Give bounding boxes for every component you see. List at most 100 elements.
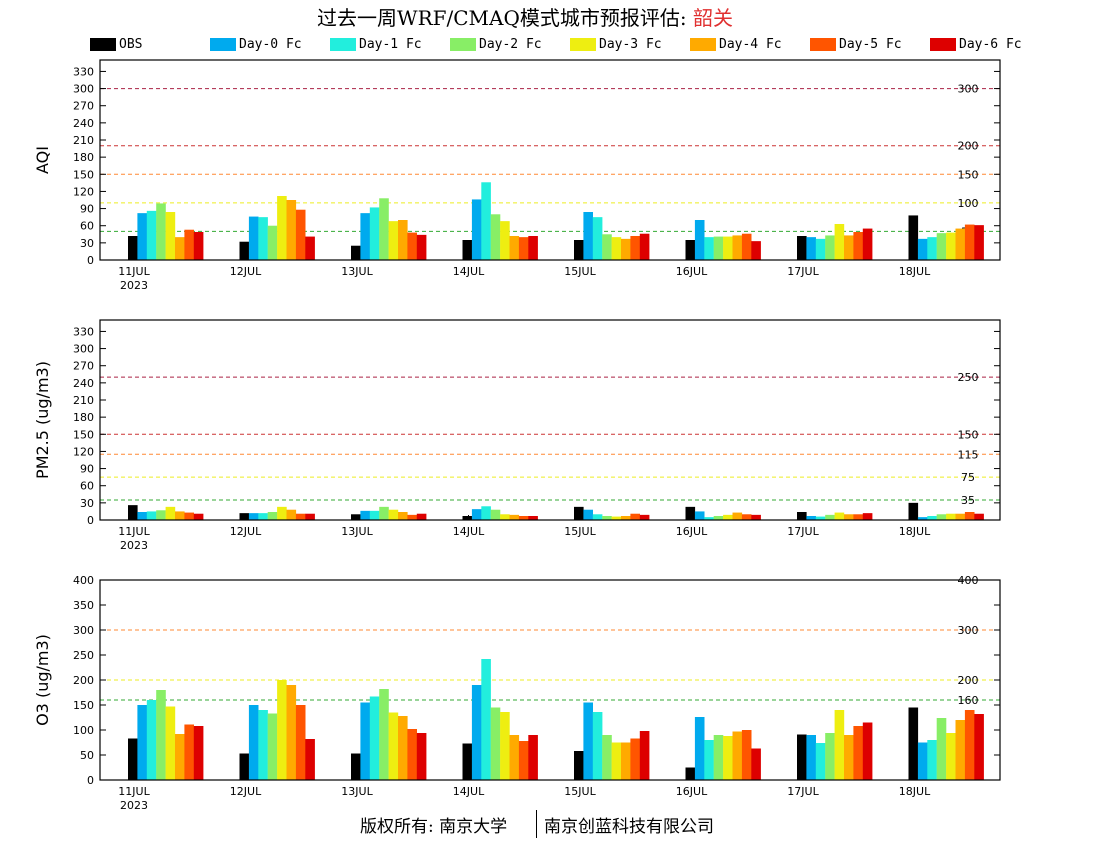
y-tick-label: 120: [73, 445, 94, 458]
bar-day-5-fc: [295, 513, 306, 520]
y-tick-label: 100: [73, 724, 94, 737]
bar-day-0-fc: [806, 735, 816, 780]
bar-day-2-fc: [156, 690, 166, 780]
bar-day-6-fc: [416, 733, 427, 780]
bar-day-4-fc: [509, 735, 520, 780]
city-name: 韶关: [692, 6, 733, 30]
bar-day-3-fc: [611, 237, 622, 260]
bar-day-3-fc: [277, 680, 287, 780]
bar-day-1-fc: [481, 182, 491, 260]
bar-day-2-fc: [825, 235, 835, 260]
bar-day-2-fc: [267, 225, 278, 260]
bar-day-6-fc: [639, 731, 650, 780]
bar-day-1-fc: [258, 710, 268, 780]
x-tick-label: 11JUL: [118, 265, 150, 278]
bar-day-1-fc: [258, 217, 268, 260]
bar-day-1-fc: [815, 743, 826, 780]
bar-obs: [685, 506, 696, 520]
footer: 版权所有: 南京大学 南京创蓝科技有限公司: [0, 810, 1100, 838]
x-tick-label: 14JUL: [453, 265, 485, 278]
bar-day-2-fc: [490, 707, 501, 780]
bar-day-2-fc: [602, 735, 612, 780]
bar-day-1-fc: [146, 210, 157, 260]
bar-day-1-fc: [592, 514, 603, 520]
bar-day-5-fc: [630, 513, 640, 520]
bar-day-5-fc: [964, 512, 975, 520]
bar-day-4-fc: [509, 236, 520, 260]
bar-day-2-fc: [936, 233, 947, 260]
threshold-label: 160: [958, 694, 979, 707]
legend-label: Day-6 Fc: [959, 37, 1022, 52]
company-text: 南京创蓝科技有限公司: [544, 817, 714, 837]
bar-day-3-fc: [946, 232, 956, 260]
y-axis-label: O3 (ug/m3): [33, 634, 52, 726]
y-tick-label: 150: [73, 428, 94, 441]
threshold-label: 150: [958, 168, 979, 181]
bar-day-0-fc: [137, 213, 147, 260]
legend-label: Day-5 Fc: [839, 37, 902, 52]
bar-day-4-fc: [621, 238, 631, 260]
bar-day-5-fc: [407, 729, 417, 780]
bar-day-0-fc: [694, 511, 705, 520]
bar-day-0-fc: [583, 212, 593, 260]
bar-obs: [574, 240, 584, 260]
bar-day-0-fc: [471, 509, 482, 520]
bar-day-5-fc: [741, 514, 752, 520]
bar-day-0-fc: [694, 717, 705, 780]
legend-swatch: [210, 38, 236, 51]
bar-day-6-fc: [528, 735, 538, 780]
y-tick-label: 240: [73, 117, 94, 130]
bar-day-0-fc: [137, 705, 147, 780]
x-tick-label: 17JUL: [787, 785, 819, 798]
bar-day-4-fc: [286, 685, 297, 780]
y-tick-label: 270: [73, 100, 94, 113]
bar-day-1-fc: [258, 513, 268, 520]
bar-day-6-fc: [974, 513, 984, 520]
bar-day-4-fc: [398, 716, 408, 780]
bar-day-6-fc: [639, 514, 650, 520]
bar-day-0-fc: [248, 513, 259, 520]
bar-day-1-fc: [592, 712, 603, 780]
bar-obs: [239, 753, 250, 780]
bar-day-1-fc: [704, 740, 714, 780]
bar-day-4-fc: [398, 220, 408, 260]
legend-swatch: [930, 38, 956, 51]
bar-day-2-fc: [825, 733, 835, 780]
y-axis-label: PM2.5 (ug/m3): [33, 361, 52, 479]
bar-day-3-fc: [388, 712, 399, 780]
bar-obs: [462, 240, 473, 260]
bar-day-1-fc: [815, 516, 826, 520]
bar-day-1-fc: [927, 237, 937, 260]
bar-day-5-fc: [853, 232, 863, 260]
bar-obs: [128, 738, 138, 780]
bar-day-0-fc: [583, 509, 593, 520]
bar-obs: [239, 241, 250, 260]
y-tick-label: 30: [80, 237, 94, 250]
x-tick-label: 11JUL: [118, 525, 150, 538]
bar-day-6-fc: [305, 236, 315, 260]
bar-day-4-fc: [732, 731, 743, 780]
bar-day-3-fc: [946, 733, 956, 780]
y-tick-label: 350: [73, 599, 94, 612]
plot-frame: [99, 319, 1001, 521]
x-tick-label: 15JUL: [564, 265, 596, 278]
legend-label: Day-3 Fc: [599, 37, 662, 52]
bar-day-4-fc: [844, 235, 854, 260]
bar-obs: [351, 514, 361, 520]
y-tick-label: 270: [73, 360, 94, 373]
charts-canvas: 3002001501005011JUL202312JUL13JUL14JUL15…: [33, 59, 1001, 810]
bar-day-1-fc: [369, 696, 380, 780]
threshold-label: 150: [958, 428, 979, 441]
x-tick-label: 17JUL: [787, 265, 819, 278]
bar-day-0-fc: [471, 685, 482, 780]
copyright-text: 版权所有: 南京大学: [360, 817, 508, 837]
y-tick-label: 50: [80, 749, 94, 762]
y-tick-label: 180: [73, 411, 94, 424]
threshold-label: 75: [961, 471, 975, 484]
bar-day-2-fc: [602, 516, 612, 520]
bar-day-2-fc: [936, 514, 947, 520]
bar-day-5-fc: [741, 233, 752, 260]
bar-obs: [797, 512, 807, 520]
bar-day-4-fc: [621, 516, 631, 520]
legend-label: Day-0 Fc: [239, 37, 302, 52]
